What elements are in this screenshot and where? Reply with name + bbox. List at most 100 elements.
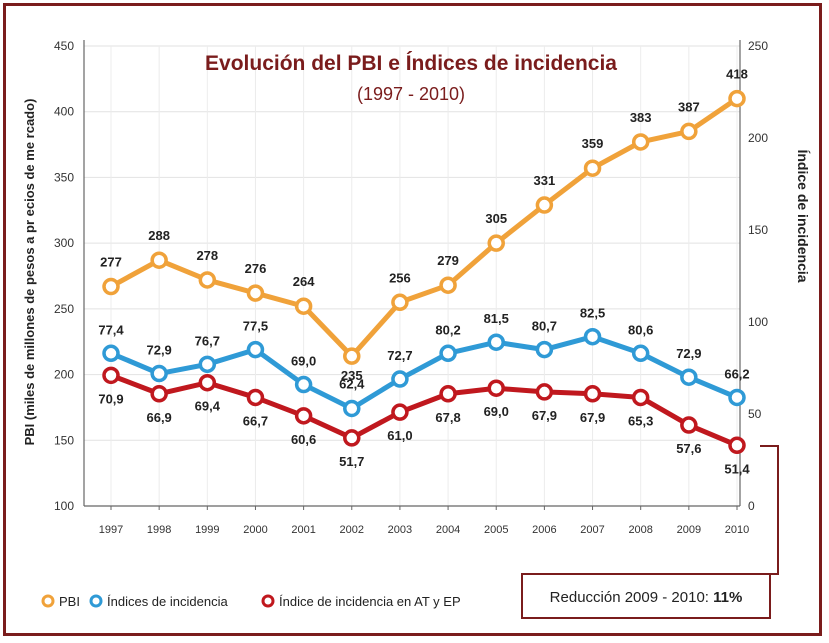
legend-marker bbox=[41, 594, 55, 608]
data-point bbox=[102, 344, 120, 363]
annotation-connector bbox=[760, 445, 779, 575]
y-left-tick-label: 200 bbox=[54, 368, 74, 382]
data-point bbox=[391, 293, 409, 312]
data-label: 288 bbox=[148, 228, 170, 243]
y-left-tick-label: 350 bbox=[54, 170, 74, 184]
data-point bbox=[728, 388, 746, 407]
data-point bbox=[583, 385, 602, 403]
data-point bbox=[391, 403, 409, 421]
data-labels: 277 288 278 276 264 235 256 279 305 331 359 383 387 4… bbox=[98, 67, 750, 477]
data-label: 62,4 bbox=[339, 376, 365, 391]
data-label: 276 bbox=[245, 261, 267, 276]
data-point bbox=[102, 277, 120, 296]
data-label: 51,4 bbox=[724, 461, 750, 476]
data-label: 65,3 bbox=[628, 413, 653, 428]
annotation-text: Reducción 2009 - 2010: 11% bbox=[550, 589, 743, 606]
legend-label: Índices de incidencia bbox=[107, 594, 228, 609]
data-point bbox=[728, 436, 746, 455]
x-tick-label: 2008 bbox=[628, 524, 652, 536]
y-left-tick-label: 450 bbox=[54, 39, 74, 53]
data-label: 359 bbox=[582, 136, 604, 151]
y-left-tick-label: 400 bbox=[54, 105, 74, 119]
data-label: 67,9 bbox=[580, 410, 605, 425]
data-label: 66,9 bbox=[146, 410, 171, 425]
data-label: 81,5 bbox=[484, 311, 509, 326]
data-point bbox=[294, 375, 313, 394]
data-point bbox=[680, 368, 698, 386]
data-label: 82,5 bbox=[580, 306, 605, 321]
y-left-axis-label: PBI (miles de millones de pesos a pr eci… bbox=[22, 99, 37, 446]
data-point bbox=[343, 347, 361, 365]
x-tick-label: 2001 bbox=[291, 524, 315, 536]
data-label: 67,9 bbox=[532, 408, 557, 423]
data-point bbox=[535, 383, 554, 401]
data-label: 418 bbox=[726, 67, 748, 82]
data-point bbox=[680, 416, 698, 434]
annotation-prefix: Reducción 2009 - 2010: bbox=[550, 589, 713, 606]
chart-subtitle: (1997 - 2010) bbox=[357, 84, 465, 104]
data-point bbox=[150, 251, 168, 269]
data-point bbox=[343, 399, 361, 418]
data-point bbox=[294, 407, 313, 425]
y-left-tick-label: 300 bbox=[54, 236, 74, 250]
data-label: 69,0 bbox=[484, 404, 509, 419]
data-label: 80,6 bbox=[628, 322, 653, 337]
data-label: 278 bbox=[196, 248, 218, 263]
data-label: 279 bbox=[437, 253, 459, 268]
y-right-tick-label: 0 bbox=[748, 499, 755, 513]
annotation-box bbox=[521, 573, 771, 619]
y-right-tick-label: 50 bbox=[748, 407, 762, 421]
x-tick-label: 2004 bbox=[436, 524, 460, 536]
y-right-tick-label: 200 bbox=[748, 131, 768, 145]
data-label: 72,9 bbox=[146, 343, 171, 358]
y-right-tick-label: 100 bbox=[748, 315, 768, 329]
x-tick-label: 2005 bbox=[484, 524, 508, 536]
legend-marker bbox=[261, 594, 275, 608]
legend-label: PBI bbox=[59, 594, 80, 609]
legend-label: Índice de incidencia en AT y EP bbox=[279, 594, 461, 609]
x-tick-label: 2003 bbox=[388, 524, 412, 536]
data-label: 57,6 bbox=[676, 441, 701, 456]
data-point bbox=[391, 370, 409, 388]
data-point bbox=[150, 364, 168, 383]
data-point bbox=[439, 276, 457, 294]
data-label: 80,7 bbox=[532, 319, 557, 334]
data-point bbox=[535, 340, 554, 359]
x-tick-label: 2007 bbox=[580, 524, 604, 536]
y-right-axis-label: Índice de incidencia bbox=[795, 149, 811, 282]
data-label: 331 bbox=[534, 173, 556, 188]
data-point bbox=[198, 355, 217, 374]
data-point bbox=[198, 373, 217, 392]
y-left-tick-label: 100 bbox=[54, 499, 74, 513]
data-point bbox=[487, 379, 505, 397]
data-label: 67,8 bbox=[435, 410, 460, 425]
data-label: 264 bbox=[293, 274, 315, 289]
data-label: 235 bbox=[341, 368, 363, 383]
chart-frame bbox=[3, 3, 822, 636]
data-point bbox=[439, 385, 457, 403]
x-tick-label: 2009 bbox=[677, 524, 701, 536]
y-left-tick-label: 250 bbox=[54, 302, 74, 316]
legend: PBI Índices de incidencia Índice de incide… bbox=[41, 594, 461, 609]
data-label: 66,7 bbox=[243, 413, 268, 428]
data-label: 387 bbox=[678, 99, 700, 114]
data-label: 70,9 bbox=[98, 391, 123, 406]
data-point bbox=[631, 388, 650, 407]
data-point bbox=[583, 159, 602, 177]
reduction-annotation: Reducción 2009 - 2010: 11% bbox=[521, 445, 779, 619]
data-point bbox=[439, 344, 457, 363]
annotation-value: 11% bbox=[713, 589, 742, 606]
x-tick-label: 1999 bbox=[195, 524, 219, 536]
data-label: 305 bbox=[485, 211, 507, 226]
data-point bbox=[535, 196, 554, 214]
data-point bbox=[487, 234, 505, 252]
x-tick-label: 2010 bbox=[725, 524, 749, 536]
data-point bbox=[102, 366, 120, 385]
data-point bbox=[246, 284, 265, 302]
data-label: 76,7 bbox=[195, 333, 220, 348]
x-tick-label: 1997 bbox=[99, 524, 123, 536]
x-tick-label: 2000 bbox=[243, 524, 267, 536]
x-tick-label: 2002 bbox=[340, 524, 364, 536]
data-point bbox=[198, 271, 217, 289]
